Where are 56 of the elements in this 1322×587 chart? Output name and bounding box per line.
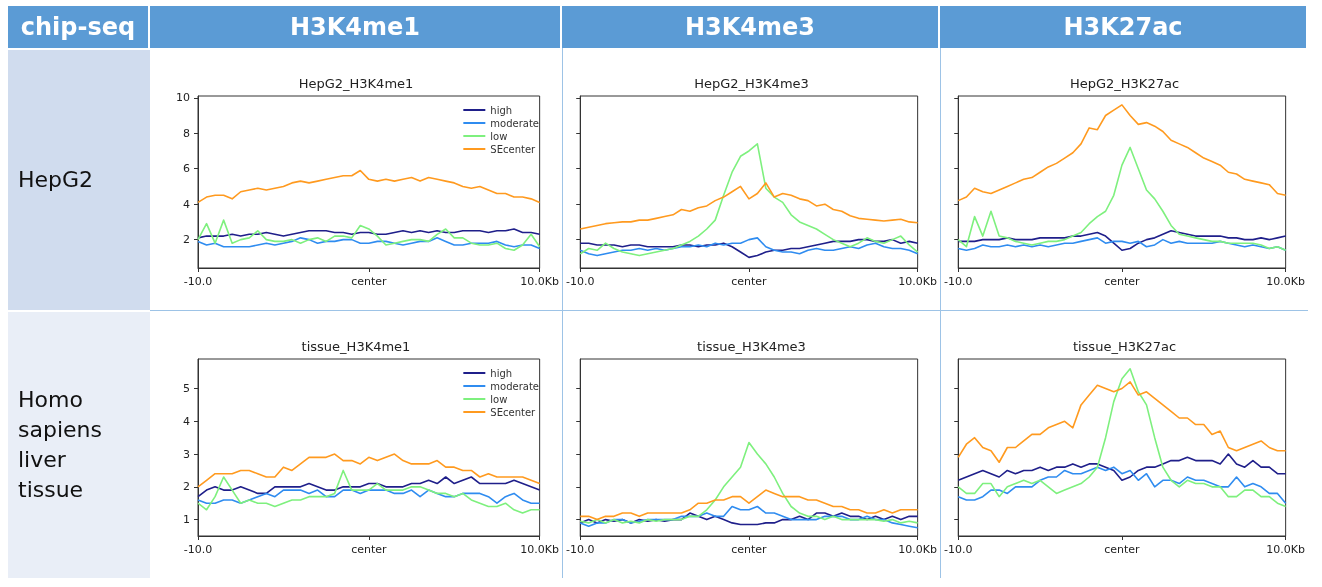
legend-label: high [490, 104, 513, 116]
legend-label: moderate [490, 380, 539, 392]
x-tick-label: -10.0 [944, 275, 973, 288]
line-series [197, 476, 541, 498]
line-series [197, 169, 541, 204]
y-tick-label: 4 [183, 197, 190, 211]
text: HepG2 [18, 166, 94, 194]
x-tick-label: -10.0 [566, 543, 595, 556]
legend-label: high [490, 367, 513, 379]
x-tick-label: center [351, 543, 387, 556]
text: H3K4me1 [150, 6, 562, 48]
line-series [197, 489, 541, 505]
x-tick-label: 10.0Kb [520, 275, 560, 288]
text: H3K4me3 [562, 6, 940, 48]
line-series [197, 237, 541, 250]
chart-title: HepG2_H3K4me1 [298, 76, 414, 91]
legend-label: moderate [490, 117, 539, 129]
x-tick-label: 10.0Kb [898, 543, 938, 556]
line-series [197, 228, 541, 239]
x-tick-label: center [731, 275, 768, 288]
text: chip-seq [8, 6, 150, 48]
x-tick-label: -10.0 [183, 543, 213, 556]
x-tick-label: center [351, 275, 387, 288]
x-tick-label: -10.0 [566, 275, 595, 288]
x-tick-label: 10.0Kb [1266, 543, 1306, 556]
chart-title: tissue_H3K27ac [1072, 339, 1177, 354]
legend-label: low [490, 393, 508, 405]
y-tick-label: 10 [176, 91, 190, 105]
x-tick-label: 10.0Kb [520, 543, 560, 556]
x-tick-label: -10.0 [944, 543, 973, 556]
y-tick-label: 8 [183, 126, 190, 140]
x-tick-label: 10.0Kb [898, 275, 938, 288]
legend-label: SEcenter [490, 406, 537, 418]
chart-title: HepG2_H3K27ac [1069, 76, 1180, 91]
legend-label: low [490, 130, 508, 142]
y-tick-label: 2 [183, 480, 190, 494]
y-tick-label: 1 [183, 513, 190, 527]
x-tick-label: -10.0 [183, 275, 213, 288]
y-tick-label: 4 [183, 414, 190, 428]
x-tick-label: center [731, 543, 768, 556]
x-tick-label: center [1104, 275, 1141, 288]
x-tick-label: 10.0Kb [1266, 275, 1306, 288]
line-series [197, 469, 541, 514]
chart-title: HepG2_H3K4me3 [694, 76, 809, 91]
text: H3K27ac [940, 6, 1308, 48]
line-series [197, 453, 541, 488]
y-tick-label: 5 [183, 382, 190, 395]
chart-title: tissue_H3K4me1 [301, 339, 411, 354]
chart-title: tissue_H3K4me3 [697, 339, 806, 354]
text: Homo sapiens liver tissue [18, 386, 103, 504]
x-tick-label: center [1104, 543, 1141, 556]
legend-label: SEcenter [490, 143, 537, 155]
y-tick-label: 3 [183, 447, 190, 461]
line-series [197, 219, 541, 252]
y-tick-label: 2 [183, 233, 190, 247]
y-tick-label: 6 [183, 162, 190, 176]
